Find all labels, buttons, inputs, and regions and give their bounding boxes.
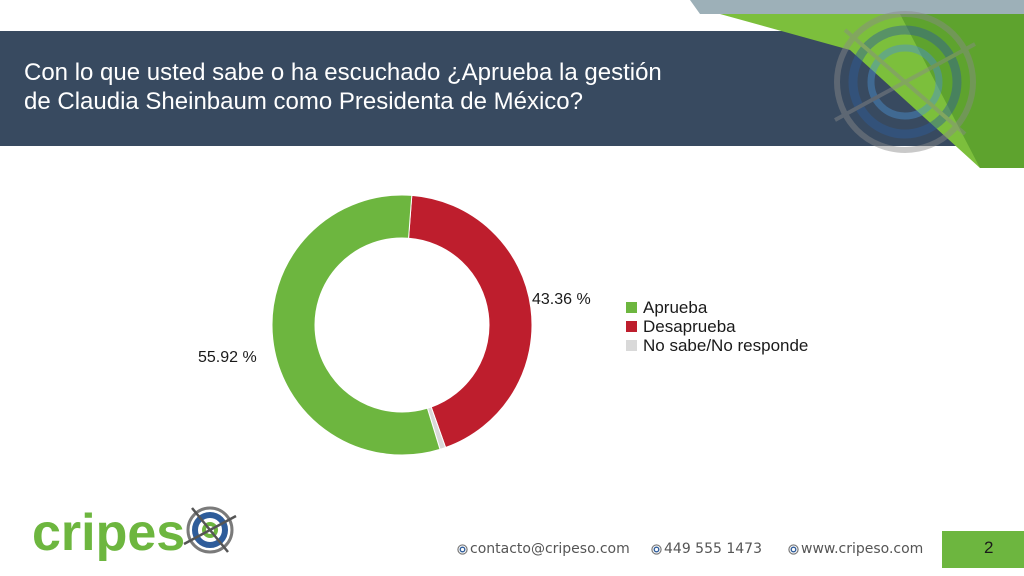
legend-label: Aprueba (643, 297, 708, 317)
header-decoration (690, 0, 1024, 168)
title-line-1: Con lo que usted sabe o ha escuchado ¿Ap… (24, 59, 662, 86)
page-number-box (942, 531, 1024, 568)
legend-swatch (626, 302, 637, 313)
target-watermark-icon (834, 11, 976, 153)
data-label-desaprueba: 43.36 % (532, 291, 591, 308)
legend-label: No sabe/No responde (643, 335, 809, 355)
logo-text-left: cripes (32, 504, 185, 562)
donut-slice-aprueba (271, 194, 441, 456)
title-line-2: de Claudia Sheinbaum como Presidenta de … (24, 88, 583, 115)
donut-chart: 55.92 % 43.36 % (198, 194, 591, 456)
phone-text[interactable]: 449 555 1473 (664, 541, 762, 557)
donut-slice-desaprueba (408, 194, 533, 449)
target-bullet-icon (651, 543, 662, 555)
legend-item-desaprueba: Desaprueba (626, 317, 808, 336)
contact-email[interactable]: contacto@cripeso.com (457, 541, 630, 557)
chart-legend: Aprueba Desaprueba No sabe/No responde (626, 298, 808, 355)
target-bullet-icon (457, 543, 468, 555)
logo-target-icon (183, 506, 237, 554)
target-bullet-icon (788, 543, 799, 555)
contact-website[interactable]: www.cripeso.com (788, 541, 923, 557)
legend-item-no-sabe: No sabe/No responde (626, 336, 808, 355)
legend-swatch (626, 321, 637, 332)
website-text[interactable]: www.cripeso.com (801, 541, 924, 557)
logo-graphic: cripes (32, 504, 237, 562)
cripeso-logo: cripes (32, 500, 247, 567)
legend-swatch (626, 340, 637, 351)
page-title: Con lo que usted sabe o ha escuchado ¿Ap… (24, 58, 804, 116)
contact-phone[interactable]: 449 555 1473 (651, 541, 762, 557)
page-number: 2 (984, 538, 994, 557)
legend-label: Desaprueba (643, 316, 736, 336)
data-label-aprueba: 55.92 % (198, 349, 257, 366)
email-text[interactable]: contacto@cripeso.com (470, 541, 630, 557)
legend-item-aprueba: Aprueba (626, 298, 808, 317)
